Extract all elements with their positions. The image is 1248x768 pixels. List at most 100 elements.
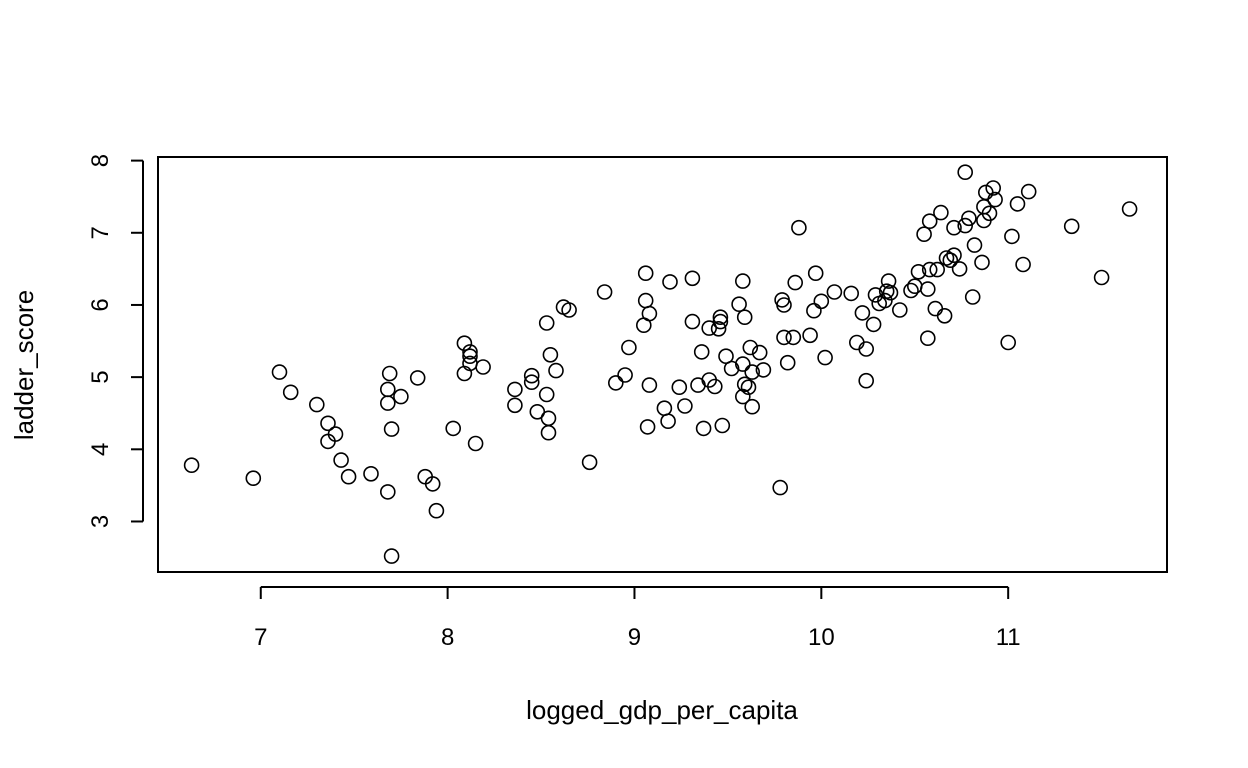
data-point — [381, 365, 398, 382]
plot-frame — [157, 156, 1168, 573]
data-point — [987, 191, 1003, 208]
data-points — [183, 164, 1138, 564]
data-point — [695, 420, 712, 437]
data-point — [906, 278, 923, 295]
data-point — [637, 292, 654, 309]
data-point — [561, 302, 577, 318]
x-tick-label: 11 — [996, 624, 1021, 651]
data-point — [379, 395, 396, 411]
data-point — [662, 274, 678, 290]
data-point — [467, 435, 484, 452]
data-point — [660, 413, 676, 430]
data-point — [621, 339, 637, 356]
data-point — [538, 315, 555, 331]
data-point — [744, 364, 761, 380]
data-point — [806, 302, 822, 319]
data-point — [742, 339, 759, 356]
y-axis-title: ladder_score — [9, 290, 39, 440]
data-point — [462, 344, 478, 360]
data-point — [710, 320, 727, 337]
data-point — [383, 548, 400, 564]
y-tick-label: 8 — [87, 154, 114, 167]
data-point — [957, 164, 974, 180]
x-tick-label: 9 — [628, 624, 641, 651]
data-point — [712, 309, 729, 326]
data-point — [946, 219, 962, 236]
data-point — [736, 309, 753, 326]
data-point — [791, 219, 807, 236]
data-point — [333, 452, 349, 468]
data-point — [1020, 183, 1037, 200]
data-point — [617, 367, 633, 383]
data-point — [523, 374, 540, 391]
data-point — [731, 296, 747, 313]
y-tick-label: 6 — [87, 298, 114, 311]
data-point — [877, 292, 893, 309]
data-point — [428, 502, 445, 519]
data-point — [910, 263, 927, 280]
data-point — [755, 362, 772, 378]
data-point — [951, 261, 968, 277]
data-point — [817, 349, 833, 366]
data-point — [581, 454, 598, 471]
data-point — [867, 287, 884, 303]
data-point — [942, 252, 959, 269]
data-point — [548, 362, 564, 379]
x-axis-title: logged_gdp_per_capita — [526, 695, 798, 725]
data-point — [393, 388, 409, 405]
data-point — [736, 376, 753, 393]
data-point — [677, 398, 693, 414]
data-point — [858, 341, 875, 357]
data-point — [854, 305, 871, 321]
data-point — [919, 330, 936, 347]
data-point — [542, 346, 559, 363]
data-point — [607, 375, 624, 391]
data-point — [641, 305, 658, 322]
y-tick-label: 7 — [87, 226, 114, 239]
y-axis: 3 4 5 6 7 8 — [87, 154, 144, 528]
data-point — [308, 396, 325, 413]
data-point — [964, 289, 981, 305]
data-point — [882, 284, 899, 301]
data-point — [271, 364, 288, 380]
data-point — [891, 302, 908, 318]
data-point — [776, 329, 792, 346]
data-point — [424, 476, 441, 492]
data-point — [706, 378, 723, 395]
data-point — [1009, 196, 1026, 212]
data-point — [379, 484, 396, 500]
data-point — [936, 307, 953, 324]
data-point — [596, 284, 613, 300]
data-point — [779, 354, 796, 371]
data-point — [916, 226, 932, 242]
data-point — [787, 274, 804, 291]
data-point — [363, 465, 379, 482]
data-point — [858, 372, 875, 389]
data-point — [1015, 256, 1031, 273]
x-tick-label: 8 — [441, 624, 454, 651]
data-point — [714, 417, 731, 434]
data-point — [684, 270, 701, 287]
data-point — [462, 348, 478, 365]
data-point — [379, 381, 396, 398]
data-point — [684, 313, 701, 330]
data-point — [671, 379, 688, 396]
data-point — [540, 410, 557, 427]
data-point — [445, 420, 462, 437]
data-point — [961, 210, 977, 227]
data-point — [921, 261, 938, 278]
data-point — [903, 282, 919, 299]
y-tick-label: 4 — [87, 443, 114, 456]
data-point — [409, 370, 426, 386]
data-point — [340, 468, 357, 485]
data-point — [974, 254, 990, 271]
data-point — [929, 261, 946, 278]
data-point — [744, 398, 761, 415]
data-point — [865, 316, 882, 333]
data-point — [776, 297, 792, 313]
data-point — [639, 419, 656, 435]
data-point — [927, 300, 944, 317]
data-point — [637, 265, 654, 282]
data-point — [1000, 334, 1017, 351]
